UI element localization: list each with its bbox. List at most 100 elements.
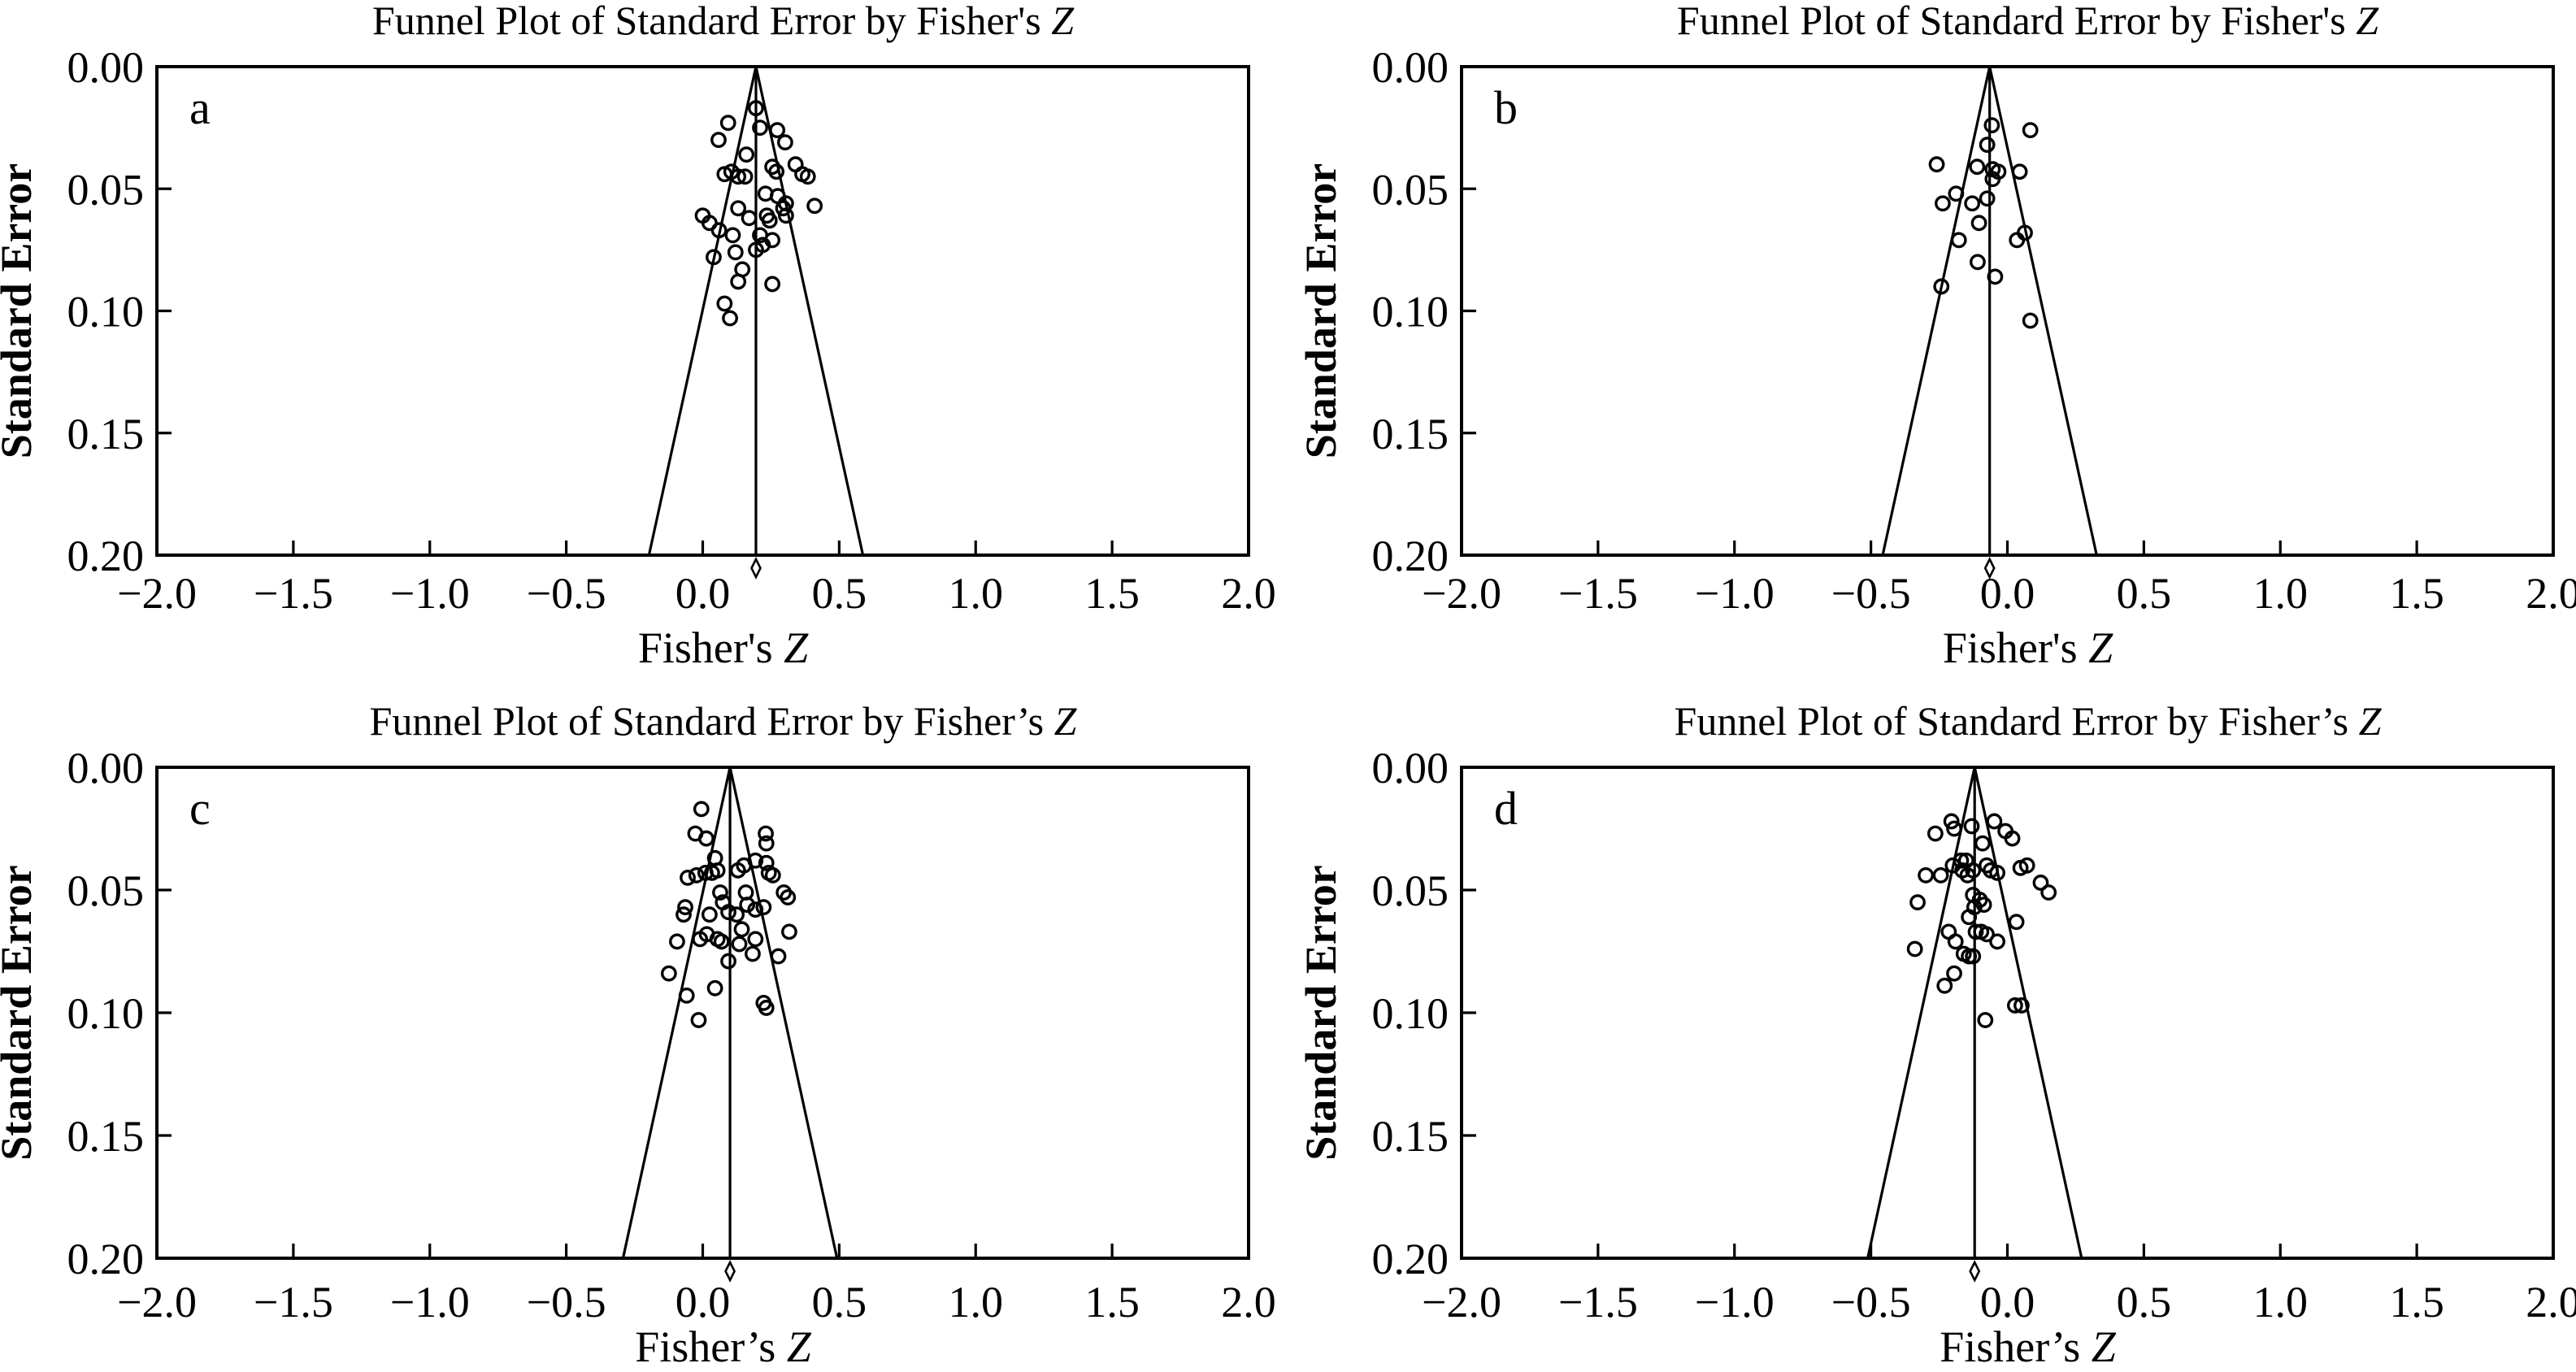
study-point — [764, 866, 781, 884]
x-tick-label: 1.0 — [949, 1278, 1004, 1326]
panel-title: Funnel Plot of Standard Error by Fisher'… — [1677, 0, 2379, 43]
study-point — [710, 222, 728, 239]
study-point — [2008, 914, 2025, 931]
study-point — [1989, 933, 2005, 950]
funnel-right-limit-line — [1973, 766, 2083, 1259]
study-point — [709, 862, 726, 879]
study-point — [727, 244, 744, 261]
x-tick-label: 1.0 — [2253, 569, 2309, 618]
x-tick-label: −0.5 — [527, 1278, 606, 1326]
study-point — [1975, 897, 1992, 914]
panel-title: Funnel Plot of Standard Error by Fisher'… — [372, 0, 1075, 43]
funnel-plot-b: Funnel Plot of Standard Error by Fisher'… — [1297, 0, 2576, 672]
study-point — [678, 987, 695, 1004]
data-points — [660, 801, 797, 1028]
study-point — [1947, 933, 1964, 950]
x-tick-label: −2.0 — [117, 1278, 197, 1326]
y-tick-label: 0.15 — [67, 1112, 145, 1161]
x-tick-label: −1.0 — [390, 1278, 470, 1326]
x-tick-label: −0.5 — [1831, 1278, 1911, 1326]
study-point — [728, 906, 745, 923]
study-point — [1966, 899, 1983, 916]
study-point — [778, 207, 794, 224]
y-tick-label: 0.00 — [67, 43, 145, 92]
x-tick-label: −2.0 — [1422, 1278, 1501, 1326]
y-tick-label: 0.10 — [67, 288, 145, 336]
study-point — [1918, 866, 1935, 884]
study-point — [2007, 997, 2023, 1014]
y-tick-label: 0.10 — [67, 989, 145, 1038]
study-point — [716, 166, 733, 183]
y-axis-label: Standard Error — [0, 865, 41, 1161]
study-point — [722, 310, 738, 327]
y-tick-label: 0.15 — [67, 410, 145, 458]
x-tick-label: 1.0 — [949, 569, 1004, 618]
study-point — [1909, 894, 1926, 910]
y-axis-label: Standard Error — [0, 163, 41, 459]
study-point — [1946, 965, 1962, 982]
study-point — [2040, 884, 2057, 901]
study-point — [680, 869, 696, 886]
x-tick-label: 0.0 — [675, 1278, 731, 1326]
study-point — [1906, 940, 1923, 957]
study-point — [1983, 117, 2000, 134]
study-point — [712, 884, 728, 901]
panel-a: Funnel Plot of Standard Error by Fisher'… — [0, 0, 1288, 686]
study-point — [710, 132, 727, 149]
y-tick-label: 0.20 — [1372, 1235, 1449, 1283]
pooled-estimate-diamond — [724, 1260, 736, 1283]
study-point — [748, 100, 764, 116]
y-tick-label: 0.00 — [1372, 43, 1449, 92]
y-tick-label: 0.20 — [67, 1235, 145, 1283]
pooled-estimate-diamond — [1969, 1260, 1981, 1283]
x-tick-label: 1.5 — [1084, 569, 1140, 618]
study-point — [677, 899, 693, 916]
x-axis-label: Fisher’s Z — [635, 1322, 812, 1371]
study-point — [1979, 926, 1995, 943]
study-point — [2022, 122, 2039, 139]
study-point — [758, 825, 774, 842]
study-point — [2011, 163, 2028, 180]
study-point — [758, 854, 775, 871]
x-tick-label: −1.5 — [1558, 1278, 1638, 1326]
study-point — [747, 901, 764, 918]
data-points — [694, 100, 823, 327]
funnel-left-limit-line — [1866, 766, 1976, 1259]
study-point — [1969, 158, 1986, 176]
study-point — [1965, 862, 1982, 879]
study-point — [780, 889, 797, 905]
study-point — [730, 273, 747, 290]
study-point — [1967, 923, 1984, 940]
study-point — [1935, 195, 1951, 212]
y-tick-label: 0.20 — [1372, 532, 1449, 580]
study-point — [770, 948, 787, 965]
study-point — [2009, 232, 2026, 249]
study-point — [1970, 215, 1987, 232]
y-tick-label: 0.15 — [1372, 410, 1449, 458]
study-point — [761, 212, 778, 229]
study-point — [1984, 171, 2001, 188]
study-point — [1989, 864, 2005, 881]
funnel-plot-c: Funnel Plot of Standard Error by Fisher’… — [0, 698, 1276, 1371]
study-point — [724, 227, 741, 244]
pooled-estimate-diamond — [1983, 557, 1996, 580]
study-point — [2004, 830, 2021, 847]
pooled-estimate-diamond — [750, 557, 762, 580]
x-tick-label: 1.5 — [2389, 1278, 2444, 1326]
study-point — [2013, 997, 2030, 1014]
study-point — [1979, 137, 1996, 154]
study-point — [720, 904, 736, 921]
study-point — [764, 276, 781, 293]
study-point — [1987, 268, 2004, 285]
study-point — [775, 200, 792, 217]
study-point — [806, 198, 823, 215]
study-point — [1963, 818, 1980, 835]
study-point — [1943, 813, 1960, 830]
study-point — [1927, 825, 1944, 842]
study-point — [1948, 185, 1965, 202]
study-point — [769, 122, 786, 139]
x-tick-label: −2.0 — [1422, 569, 1501, 618]
funnel-right-limit-line — [728, 766, 839, 1259]
study-point — [758, 835, 775, 852]
